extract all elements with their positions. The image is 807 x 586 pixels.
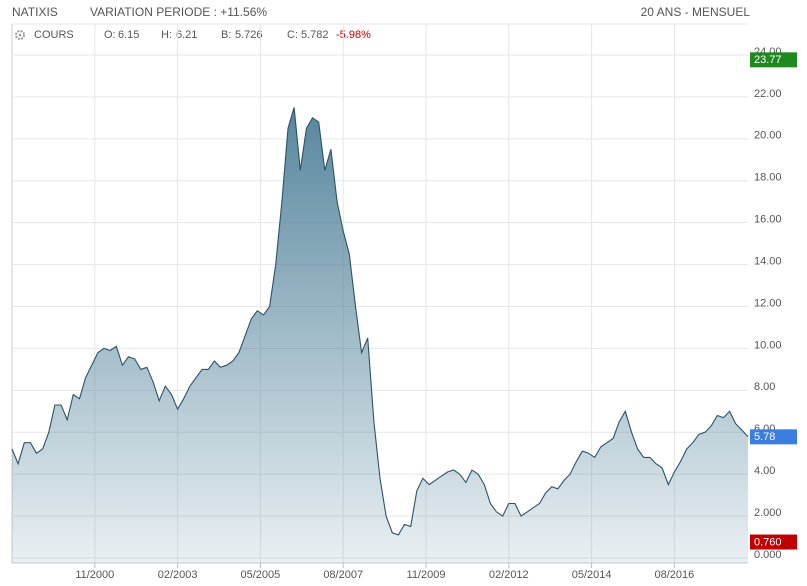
x-tick-label: 05/2005 — [241, 569, 281, 581]
y-tick-label: 18.00 — [754, 172, 782, 184]
y-tick-label: 12.00 — [754, 297, 782, 309]
settings-icon[interactable] — [15, 30, 25, 40]
gear-center — [18, 33, 22, 37]
y-tick-label: 16.00 — [754, 214, 782, 226]
price-badge-label: 0.760 — [754, 536, 782, 548]
o-label: O: — [104, 29, 116, 41]
variation: VARIATION PERIODE : +11.56% — [90, 5, 267, 19]
x-tick-label: 08/2016 — [655, 569, 695, 581]
y-tick-label: 4.00 — [754, 465, 775, 477]
gear — [15, 30, 25, 40]
period: 20 ANS - MENSUEL — [641, 5, 751, 19]
b-value: 5.726 — [235, 29, 263, 41]
x-tick-label: 11/2009 — [407, 569, 446, 581]
price-badge — [750, 534, 797, 550]
x-tick-label: 05/2014 — [572, 569, 612, 581]
y-tick-label: 22.00 — [754, 88, 782, 100]
x-tick-label: 02/2003 — [158, 569, 198, 581]
y-tick-label: 0.000 — [754, 549, 782, 561]
price-line — [11, 107, 749, 536]
change: -5.98% — [336, 29, 371, 41]
y-tick-label: 8.00 — [754, 381, 775, 393]
x-tick-label: 02/2012 — [489, 569, 529, 581]
x-tick-label: 08/2007 — [323, 569, 363, 581]
price-badge-label: 23.77 — [754, 54, 782, 66]
y-tick-label: 14.00 — [754, 255, 782, 267]
c-value: 5.782 — [301, 29, 329, 41]
price-badge — [750, 52, 797, 68]
area-fill — [12, 107, 748, 564]
stock-name: NATIXIS — [12, 5, 58, 19]
y-tick-label: 20.00 — [754, 130, 782, 142]
h-value: 6.21 — [176, 29, 197, 41]
y-tick-label: 10.00 — [754, 339, 782, 351]
o-value: 6.15 — [118, 29, 139, 41]
h-label: H: — [161, 29, 172, 41]
series-name: COURS — [34, 29, 74, 41]
price-badge-label: 5.78 — [754, 431, 775, 443]
c-label: C: — [287, 29, 298, 41]
price-badge — [750, 429, 797, 445]
x-tick-label: 11/2000 — [75, 569, 114, 581]
y-tick-label: 2.000 — [754, 507, 782, 519]
b-label: B: — [221, 29, 231, 41]
